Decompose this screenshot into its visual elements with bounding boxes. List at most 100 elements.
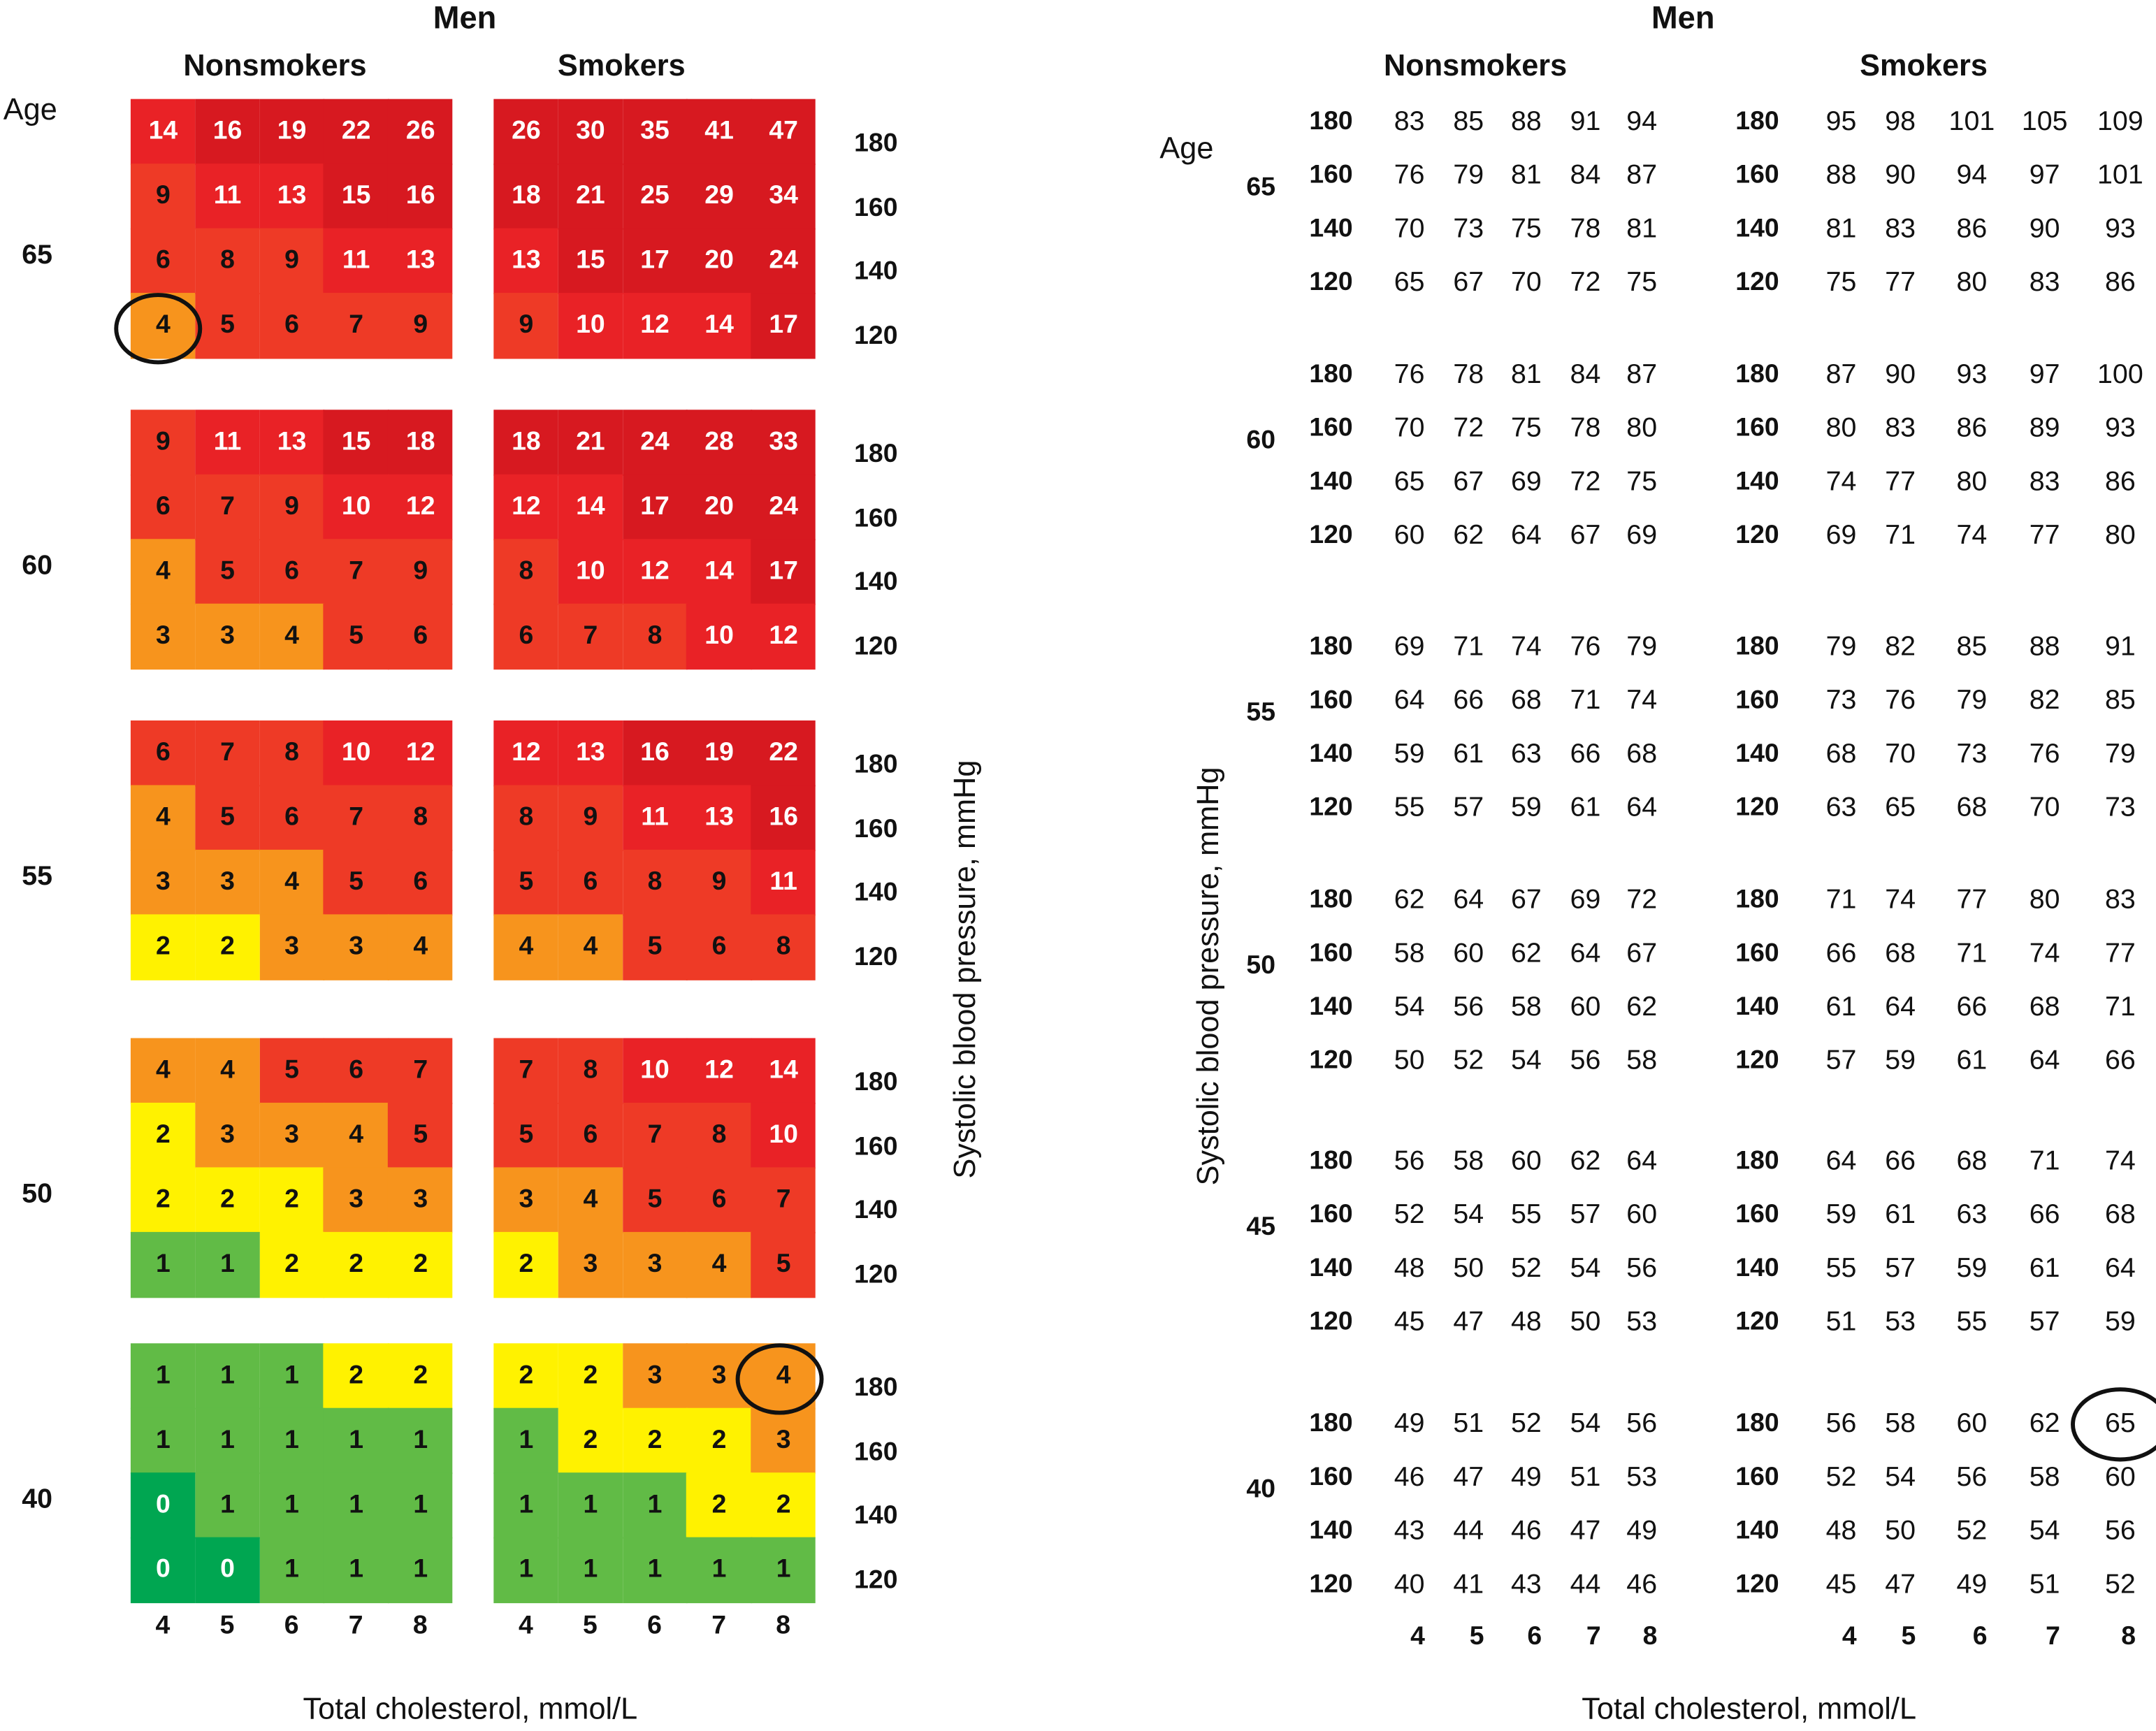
heatmap-cell: 7 bbox=[751, 1167, 816, 1233]
heatmap-cell: 4 bbox=[324, 1102, 389, 1168]
table-value: 100 bbox=[2097, 359, 2143, 390]
heatmap-cell: 6 bbox=[686, 1167, 752, 1233]
sbp-label: 160 bbox=[1309, 161, 1353, 190]
heatmap-cell: 13 bbox=[259, 410, 325, 475]
table-value: 52 bbox=[1511, 1408, 1542, 1439]
sbp-label: 180 bbox=[1735, 1146, 1779, 1176]
table-value: 93 bbox=[1956, 359, 1988, 390]
heatmap-cell: 26 bbox=[493, 99, 559, 165]
sbp-label: 140 bbox=[854, 1502, 898, 1531]
heatmap-cell: 34 bbox=[751, 164, 816, 229]
table-value: 77 bbox=[1956, 885, 1988, 915]
sbp-label: 140 bbox=[854, 1196, 898, 1226]
heatmap-cell: 1 bbox=[493, 1407, 559, 1474]
left-group-nonsmokers: Nonsmokers bbox=[183, 48, 367, 83]
table-value: 95 bbox=[1825, 106, 1857, 137]
heatmap-cell: 3 bbox=[558, 1231, 623, 1298]
age-label: 40 bbox=[22, 1484, 53, 1515]
table-value: 84 bbox=[1570, 359, 1601, 390]
heatmap-cell: 12 bbox=[388, 720, 454, 786]
heatmap-cell: 0 bbox=[194, 1537, 261, 1603]
heatmap-cell: 15 bbox=[324, 410, 389, 475]
heatmap-cell: 4 bbox=[493, 914, 559, 980]
table-value: 52 bbox=[2104, 1569, 2136, 1600]
cholesterol-tick: 6 bbox=[1972, 1622, 1988, 1651]
heatmap-cell: 10 bbox=[324, 474, 389, 540]
table-value: 79 bbox=[1956, 685, 1988, 716]
table-value: 63 bbox=[1511, 739, 1542, 769]
table-value: 81 bbox=[1825, 213, 1857, 245]
table-value: 80 bbox=[2104, 520, 2136, 551]
heatmap-cell: 24 bbox=[751, 228, 816, 294]
table-value: 68 bbox=[2104, 1199, 2136, 1230]
table-value: 74 bbox=[1956, 520, 1988, 551]
table-value: 51 bbox=[1570, 1462, 1601, 1493]
heatmap-cell: 10 bbox=[686, 603, 752, 669]
heatmap-cell: 33 bbox=[751, 410, 816, 475]
table-value: 63 bbox=[1825, 792, 1857, 823]
table-value: 94 bbox=[1956, 160, 1988, 191]
heatmap-cell: 9 bbox=[130, 164, 196, 229]
sbp-label: 140 bbox=[1309, 467, 1353, 497]
heatmap-cell: 1 bbox=[259, 1407, 325, 1474]
heatmap-cell: 1 bbox=[194, 1231, 261, 1298]
sbp-label: 180 bbox=[1309, 107, 1353, 136]
heatmap-cell: 26 bbox=[388, 99, 454, 165]
sbp-label: 120 bbox=[854, 632, 898, 662]
heatmap-cell: 19 bbox=[686, 720, 752, 786]
heatmap-cell: 17 bbox=[622, 228, 688, 294]
table-value: 71 bbox=[1825, 885, 1857, 915]
heatmap-cell: 4 bbox=[558, 914, 623, 980]
heatmap-cell: 16 bbox=[194, 99, 261, 165]
table-value: 48 bbox=[1825, 1516, 1857, 1547]
heatmap-cell: 14 bbox=[558, 474, 623, 540]
heatmap-cell: 3 bbox=[388, 1167, 454, 1233]
heatmap-cell: 9 bbox=[686, 849, 752, 915]
table-value: 86 bbox=[1956, 213, 1988, 245]
sbp-label: 120 bbox=[1735, 268, 1779, 297]
sbp-label: 160 bbox=[1735, 1200, 1779, 1229]
table-value: 75 bbox=[1626, 466, 1658, 498]
table-value: 47 bbox=[1453, 1307, 1484, 1338]
age-label: 65 bbox=[1246, 173, 1275, 203]
heatmap-cell: 20 bbox=[686, 474, 752, 540]
heatmap-cell: 12 bbox=[493, 474, 559, 540]
table-value: 64 bbox=[1825, 1145, 1857, 1177]
table-value: 64 bbox=[2029, 1045, 2060, 1076]
table-value: 41 bbox=[1453, 1569, 1484, 1600]
sbp-label: 120 bbox=[1309, 268, 1353, 297]
table-value: 68 bbox=[1885, 938, 1916, 969]
table-value: 76 bbox=[2029, 739, 2060, 769]
heatmap-cell: 4 bbox=[130, 785, 196, 850]
table-value: 98 bbox=[1885, 106, 1916, 137]
table-value: 90 bbox=[2029, 213, 2060, 245]
table-value: 79 bbox=[2104, 739, 2136, 769]
heatmap-cell: 2 bbox=[324, 1231, 389, 1298]
table-value: 58 bbox=[1626, 1045, 1658, 1076]
sbp-label: 120 bbox=[1309, 1570, 1353, 1600]
table-value: 61 bbox=[1956, 1045, 1988, 1076]
sbp-label: 180 bbox=[1735, 360, 1779, 389]
sbp-label: 140 bbox=[1309, 214, 1353, 244]
heatmap-cell: 7 bbox=[493, 1038, 559, 1103]
table-value: 80 bbox=[1956, 466, 1988, 498]
table-value: 55 bbox=[1394, 792, 1425, 823]
table-value: 54 bbox=[1453, 1199, 1484, 1230]
heatmap-cell: 7 bbox=[324, 539, 389, 604]
heatmap-cell: 8 bbox=[493, 539, 559, 604]
sbp-label: 140 bbox=[1735, 214, 1779, 244]
table-value: 82 bbox=[2029, 685, 2060, 716]
table-value: 49 bbox=[1956, 1569, 1988, 1600]
table-value: 77 bbox=[2029, 520, 2060, 551]
heatmap-cell: 6 bbox=[493, 603, 559, 669]
right-y-axis-label: Systolic blood pressure, mmHg bbox=[1190, 767, 1226, 1186]
sbp-label: 180 bbox=[854, 1068, 898, 1098]
heatmap-cell: 13 bbox=[388, 228, 454, 294]
heatmap-cell: 9 bbox=[259, 228, 325, 294]
heatmap-cell: 9 bbox=[558, 785, 623, 850]
cholesterol-tick: 7 bbox=[1586, 1622, 1601, 1651]
heatmap-cell: 22 bbox=[324, 99, 389, 165]
table-value: 72 bbox=[1570, 267, 1601, 298]
heatmap-cell: 11 bbox=[751, 849, 816, 915]
table-value: 86 bbox=[1956, 413, 1988, 444]
